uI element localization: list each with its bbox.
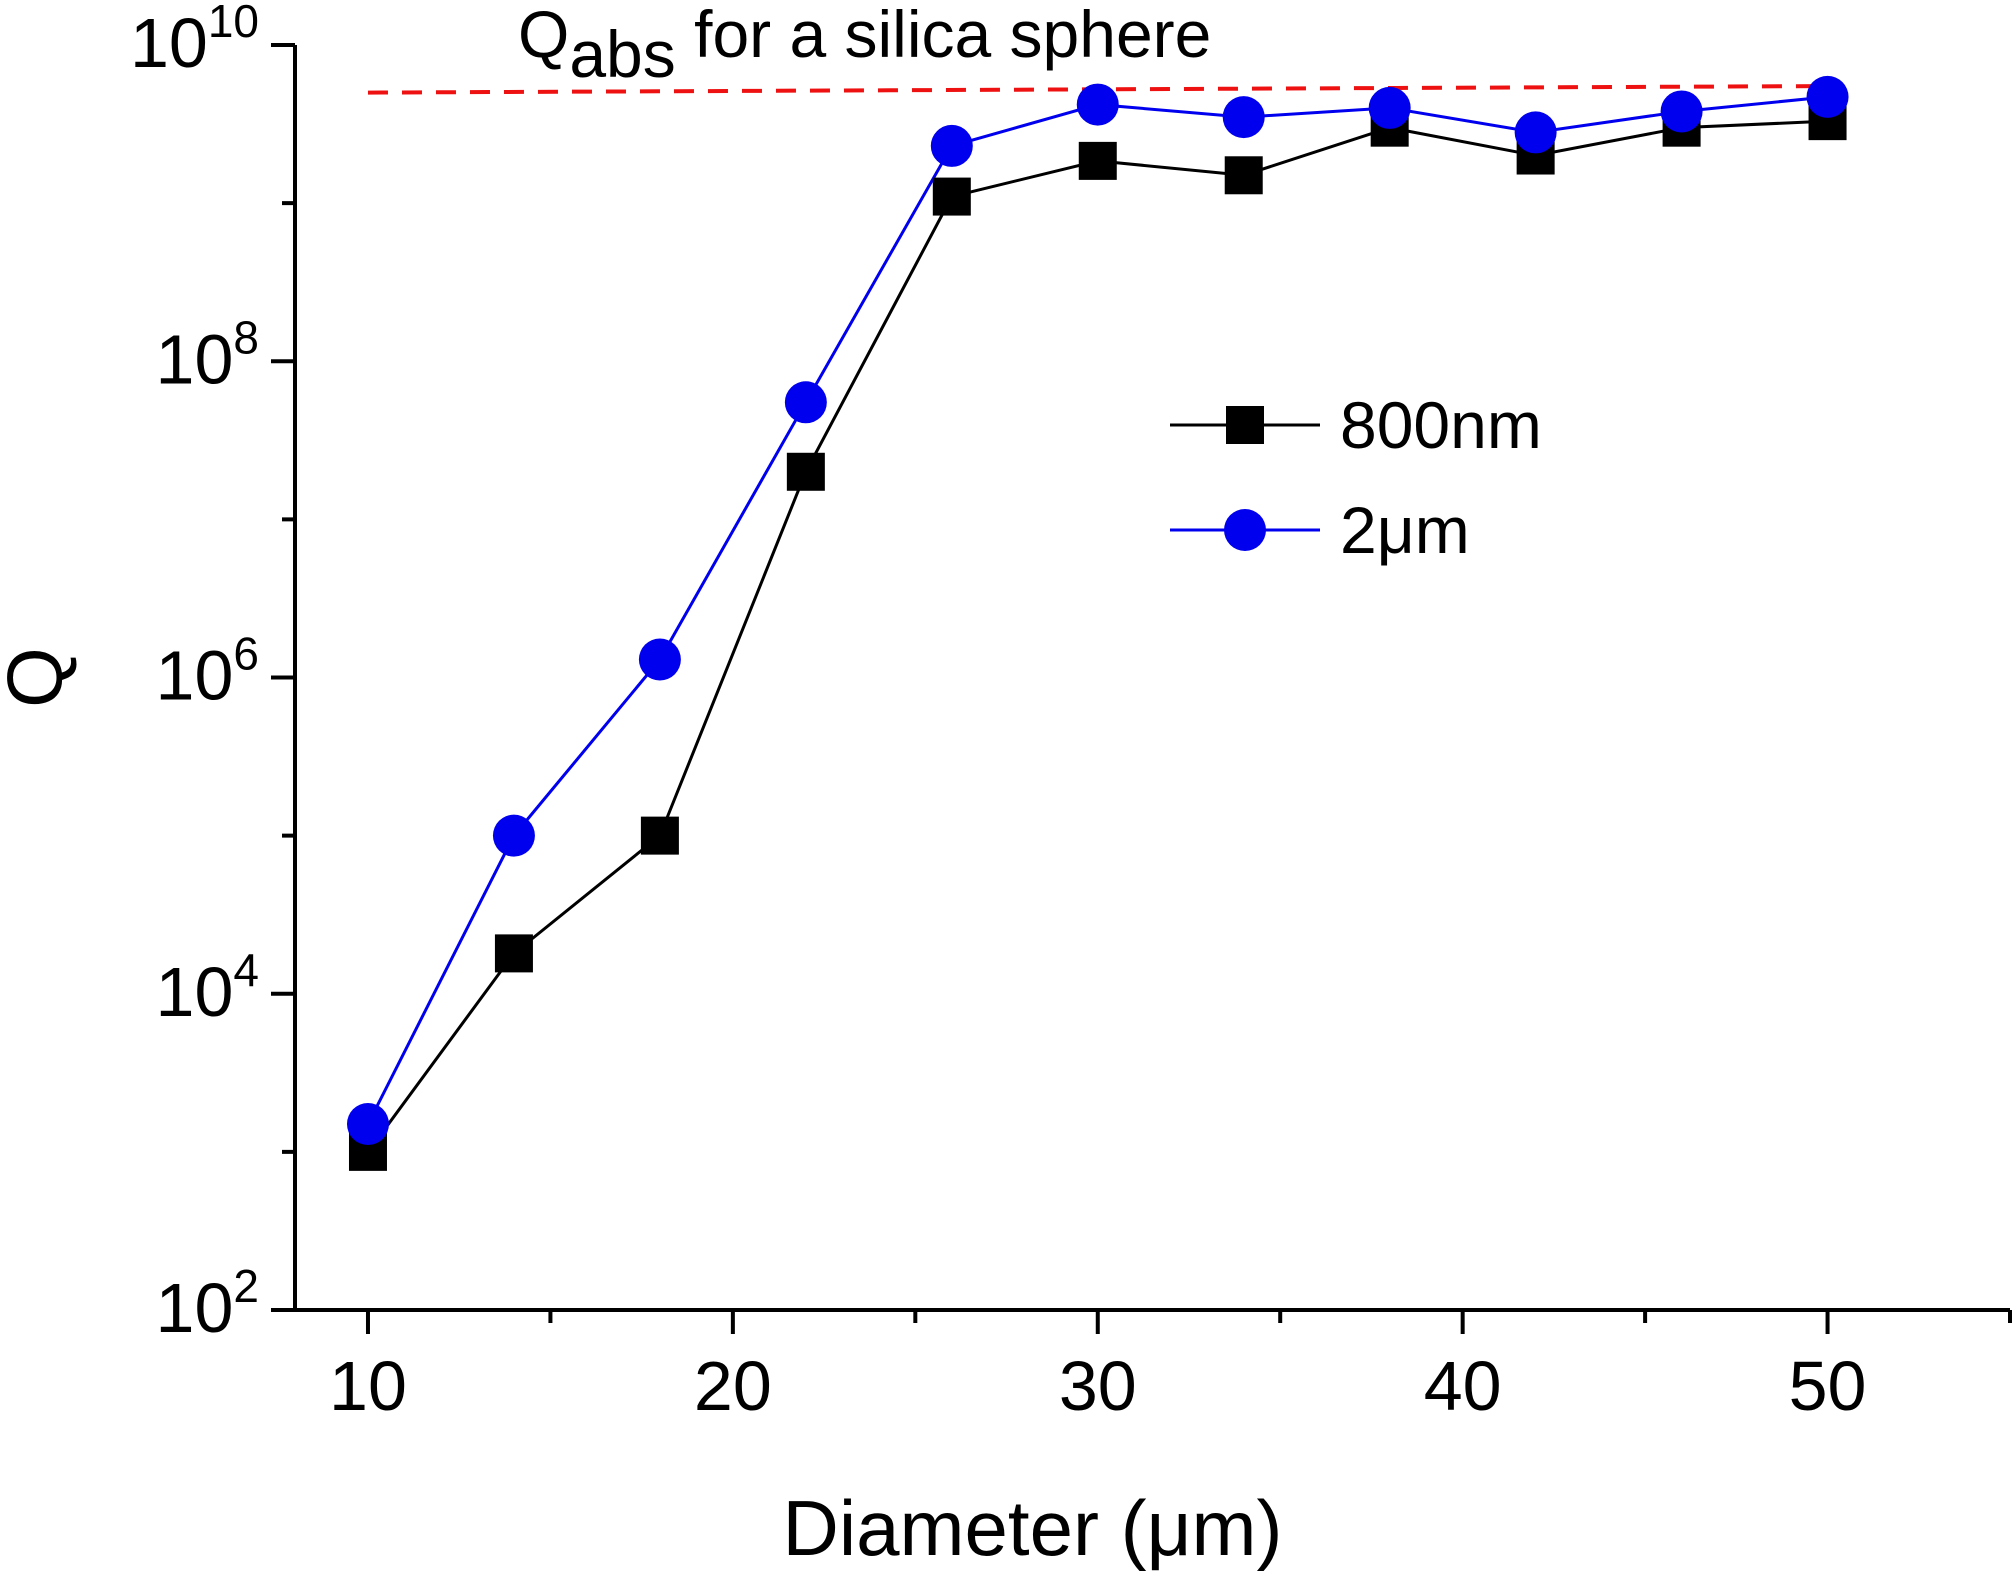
y-tick-base: 10 (156, 1269, 234, 1347)
series-layer (346, 75, 1849, 1171)
y-tick-exponent: 4 (233, 944, 259, 996)
y-tick-exponent: 6 (233, 628, 259, 680)
x-tick-label: 50 (1789, 1347, 1867, 1425)
y-tick-label: 104 (156, 944, 259, 1031)
y-tick-exponent: 2 (233, 1260, 259, 1312)
reference-label-rest: for a silica sphere (676, 0, 1212, 71)
x-tick-label: 30 (1059, 1347, 1137, 1425)
legend: 800nm 2μm (1170, 388, 1542, 567)
legend-marker-square (1226, 406, 1264, 444)
data-point-circle (1368, 86, 1411, 129)
data-point-circle (1806, 75, 1849, 118)
y-tick-base: 10 (156, 637, 234, 715)
data-point-circle (346, 1103, 389, 1146)
legend-label: 2μm (1340, 493, 1470, 567)
data-point-circle (784, 381, 827, 424)
data-point-circle (1514, 111, 1557, 154)
x-tick-label: 10 (329, 1347, 407, 1425)
y-tick-label: 1010 (130, 0, 259, 82)
legend-marker-circle (1224, 509, 1266, 551)
y-tick-exponent: 8 (233, 311, 259, 363)
y-tick-base: 10 (130, 4, 208, 82)
labels-layer: Diameter (μm) Q (0, 647, 1282, 1572)
data-point-circle (1076, 83, 1119, 126)
y-tick-label: 106 (156, 628, 259, 715)
y-tick-label: 108 (156, 311, 259, 398)
x-axis-title: Diameter (μm) (783, 1484, 1283, 1572)
data-point-square (932, 177, 971, 216)
data-point-square (1078, 141, 1117, 180)
series-line-800nm (366, 119, 1828, 1153)
data-point-circle (1660, 90, 1703, 133)
y-tick-label: 102 (156, 1260, 259, 1347)
reference-label-subscript: abs (569, 17, 675, 91)
y-tick-base: 10 (156, 320, 234, 398)
y-axis-title: Q (0, 647, 79, 708)
data-point-square (494, 934, 533, 973)
data-point-square (1224, 156, 1263, 195)
legend-label: 800nm (1340, 388, 1542, 462)
data-point-circle (1222, 96, 1265, 139)
reference-label-main: Q (518, 0, 569, 71)
data-point-circle (930, 124, 973, 167)
reference-line-layer: Qabs for a silica sphere (367, 0, 1828, 95)
y-tick-base: 10 (156, 953, 234, 1031)
data-point-circle (638, 638, 681, 681)
y-tick-exponent: 10 (208, 0, 259, 47)
reference-label: Qabs for a silica sphere (518, 0, 1211, 91)
series-line-2um (366, 95, 1828, 1125)
data-point-square (786, 452, 825, 491)
data-point-square (640, 816, 679, 855)
x-tick-label: 20 (694, 1347, 772, 1425)
x-tick-label: 40 (1424, 1347, 1502, 1425)
data-point-circle (492, 814, 535, 857)
